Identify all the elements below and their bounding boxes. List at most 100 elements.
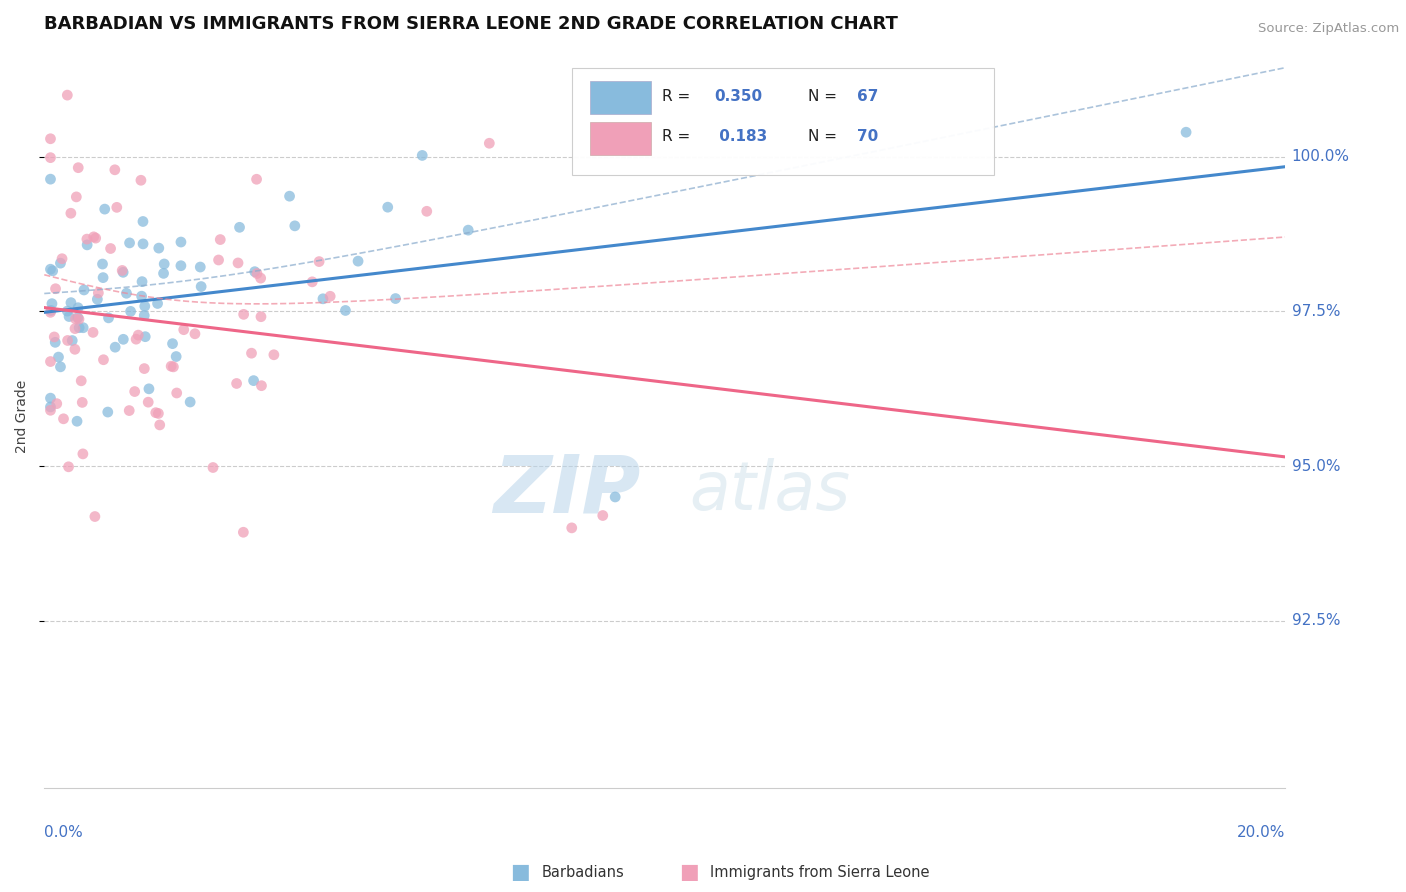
Point	[132, 236, 155, 251]
Point	[39, 400, 62, 414]
Point	[170, 259, 193, 273]
Point	[39, 403, 62, 417]
Point	[284, 219, 307, 233]
Point	[39, 305, 62, 319]
Point	[48, 350, 70, 364]
Point	[100, 242, 122, 256]
Point	[249, 271, 271, 285]
Text: 67: 67	[858, 88, 879, 103]
Point	[45, 282, 67, 296]
Point	[1175, 125, 1198, 139]
Point	[87, 285, 110, 300]
Point	[56, 334, 79, 348]
Point	[51, 252, 73, 266]
Point	[188, 260, 211, 274]
Point	[308, 254, 330, 268]
Point	[384, 292, 406, 306]
Point	[148, 241, 170, 255]
Point	[246, 267, 269, 281]
Point	[41, 264, 63, 278]
Y-axis label: 2nd Grade: 2nd Grade	[15, 380, 30, 453]
Point	[134, 329, 156, 343]
Point	[243, 265, 266, 279]
Text: N =: N =	[807, 88, 841, 103]
Point	[209, 233, 232, 247]
Point	[134, 309, 156, 323]
Point	[232, 307, 254, 321]
Point	[242, 374, 264, 388]
Point	[39, 172, 62, 186]
Point	[39, 151, 62, 165]
Point	[112, 332, 135, 346]
Point	[232, 525, 254, 540]
Point	[162, 359, 184, 374]
Text: 100.0%: 100.0%	[1292, 150, 1350, 164]
Point	[63, 343, 86, 357]
Point	[131, 289, 153, 303]
Point	[60, 334, 83, 348]
Point	[162, 336, 184, 351]
Point	[416, 204, 439, 219]
Point	[39, 262, 62, 277]
Point	[245, 172, 267, 186]
Text: 97.5%: 97.5%	[1292, 304, 1340, 319]
Point	[44, 335, 66, 350]
Text: 95.0%: 95.0%	[1292, 458, 1340, 474]
FancyBboxPatch shape	[572, 68, 994, 176]
Point	[118, 403, 141, 417]
Point	[49, 359, 72, 374]
Point	[170, 235, 193, 249]
Point	[166, 386, 188, 401]
Point	[207, 252, 229, 267]
Point	[73, 283, 96, 297]
Text: N =: N =	[807, 129, 841, 145]
Text: BARBADIAN VS IMMIGRANTS FROM SIERRA LEONE 2ND GRADE CORRELATION CHART: BARBADIAN VS IMMIGRANTS FROM SIERRA LEON…	[44, 15, 898, 33]
Point	[84, 231, 107, 245]
Text: ■: ■	[679, 863, 699, 882]
Point	[72, 320, 94, 334]
Point	[145, 406, 167, 420]
Point	[605, 490, 627, 504]
Point	[263, 348, 285, 362]
Point	[39, 354, 62, 368]
Point	[250, 378, 273, 392]
Point	[65, 190, 87, 204]
Point	[146, 296, 169, 310]
Point	[127, 328, 149, 343]
Point	[67, 320, 90, 334]
Point	[83, 230, 105, 244]
Point	[153, 257, 176, 271]
Point	[72, 395, 94, 409]
Text: 0.350: 0.350	[714, 88, 762, 103]
Point	[93, 202, 115, 216]
Point	[301, 275, 323, 289]
Point	[134, 299, 156, 313]
Text: Barbadians: Barbadians	[541, 865, 624, 880]
Point	[115, 286, 138, 301]
Point	[52, 412, 75, 426]
Point	[125, 332, 148, 346]
Point	[67, 161, 90, 175]
Point	[225, 376, 247, 391]
Point	[91, 270, 114, 285]
Point	[148, 407, 170, 421]
Text: 92.5%: 92.5%	[1292, 613, 1340, 628]
Point	[63, 321, 86, 335]
Point	[129, 173, 152, 187]
Point	[58, 310, 80, 324]
Point	[67, 301, 90, 315]
Point	[201, 460, 224, 475]
Point	[70, 374, 93, 388]
Text: 20.0%: 20.0%	[1237, 824, 1285, 839]
Point	[49, 256, 72, 270]
Point	[184, 326, 207, 341]
Point	[39, 303, 62, 318]
Text: 70: 70	[858, 129, 879, 145]
Point	[105, 200, 128, 214]
Point	[39, 391, 62, 405]
Text: ZIP: ZIP	[492, 451, 640, 530]
Point	[86, 292, 108, 306]
Text: 0.183: 0.183	[714, 129, 768, 145]
Point	[250, 310, 273, 324]
Text: ■: ■	[510, 863, 530, 882]
